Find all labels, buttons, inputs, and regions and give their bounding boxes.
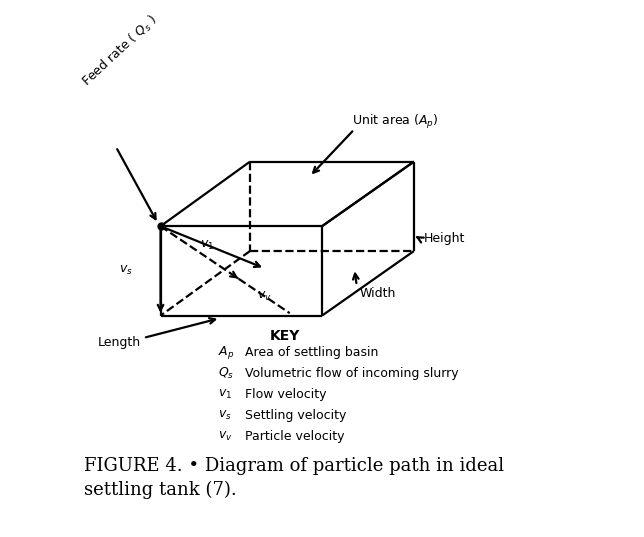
- Text: $A_p$: $A_p$: [218, 344, 234, 361]
- Text: Length: Length: [97, 337, 140, 350]
- Text: Area of settling basin: Area of settling basin: [245, 346, 379, 359]
- Text: Flow velocity: Flow velocity: [245, 388, 327, 401]
- Text: Volumetric flow of incoming slurry: Volumetric flow of incoming slurry: [245, 367, 459, 380]
- Text: Width: Width: [359, 287, 395, 300]
- Text: Settling velocity: Settling velocity: [245, 409, 346, 422]
- Text: $v_1$: $v_1$: [218, 388, 232, 401]
- Text: FIGURE 4. • Diagram of particle path in ideal
settling tank (7).: FIGURE 4. • Diagram of particle path in …: [84, 457, 504, 499]
- Text: Height: Height: [424, 232, 465, 245]
- Text: KEY: KEY: [270, 329, 300, 343]
- Text: $\mathit{v}_s$: $\mathit{v}_s$: [119, 264, 133, 278]
- Text: $v_v$: $v_v$: [218, 430, 232, 443]
- Text: Unit area ($A_p$): Unit area ($A_p$): [352, 113, 439, 131]
- Text: $Q_s$: $Q_s$: [218, 366, 234, 381]
- Text: Feed rate ( $Q_s$ ): Feed rate ( $Q_s$ ): [79, 11, 160, 90]
- Text: $\mathit{v}_v$: $\mathit{v}_v$: [257, 289, 272, 302]
- Text: Particle velocity: Particle velocity: [245, 430, 345, 443]
- Text: $\mathit{v}_1$: $\mathit{v}_1$: [200, 238, 214, 252]
- Text: $v_s$: $v_s$: [218, 409, 231, 422]
